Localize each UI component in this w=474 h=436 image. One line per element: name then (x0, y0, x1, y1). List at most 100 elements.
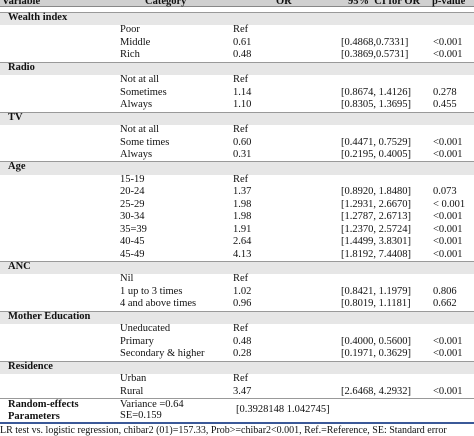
rule (0, 397, 474, 399)
cell-category: 15-19 (120, 173, 145, 185)
cell-or: 0.61 (233, 36, 252, 48)
cell-p: <0.001 (433, 385, 463, 397)
section-title: Residence (8, 360, 53, 372)
cell-p: <0.001 (433, 236, 463, 248)
cell-p: 0.073 (433, 186, 457, 198)
cell-or: 0.96 (233, 298, 252, 310)
cell-or: 0.28 (233, 348, 252, 360)
cell-p: <0.001 (433, 348, 463, 360)
section-title: Mother Education (8, 310, 91, 322)
cell-ci: [0.8920, 1.8480] (341, 186, 411, 198)
cell-category: Poor (120, 24, 140, 36)
section-bg (0, 161, 474, 175)
cell-ci: [0.2195, 0.4005] (341, 148, 411, 160)
cell-category: 1 up to 3 times (120, 285, 183, 297)
section-bg (0, 12, 474, 26)
cell-p: <0.001 (433, 248, 463, 260)
header-bg (0, 0, 474, 7)
cell-p: <0.001 (433, 335, 463, 347)
cell-ci: [0.8305, 1.3695] (341, 99, 411, 111)
cell-category: Primary (120, 335, 154, 347)
random-effects-label: Random-effects Parameters (8, 398, 79, 422)
cell-category: Rural (120, 385, 144, 397)
cell-p: 0.455 (433, 99, 457, 111)
cell-category: Rich (120, 49, 140, 61)
cell-ci: [0.3869,0.5731] (341, 49, 409, 61)
cell-or: 1.98 (233, 198, 252, 210)
cell-ci: [1.2931, 2.6670] (341, 198, 411, 210)
cell-category: Middle (120, 36, 151, 48)
cell-ci: [0.8674, 1.4126] (341, 86, 411, 98)
section-title: TV (8, 111, 23, 123)
cell-category: Not at all (120, 124, 160, 136)
cell-category: Uneducated (120, 323, 171, 335)
cell-ci: [0.8019, 1.1181] (341, 298, 411, 310)
section-bg (0, 360, 474, 375)
cell-or: 1.91 (233, 223, 252, 235)
cell-category: Always (120, 99, 153, 111)
column-header: Category (145, 0, 187, 7)
cell-category: 4 and above times (120, 298, 197, 310)
cell-p: 0.806 (433, 285, 457, 297)
footnote: LR test vs. logistic regression, chibar2… (0, 422, 474, 436)
cell-ci: [0.8421, 1.1979] (341, 285, 411, 297)
cell-or: 3.47 (233, 385, 252, 397)
random-effects-ci: [0.3928148 1.042745] (236, 403, 330, 415)
section-bg (0, 310, 474, 325)
cell-category: 45-49 (120, 248, 145, 260)
cell-or: 0.31 (233, 148, 252, 160)
cell-or: 0.48 (233, 335, 252, 347)
column-header: OR (276, 0, 292, 7)
cell-or: Ref (233, 24, 249, 36)
cell-category: Sometimes (120, 86, 167, 98)
random-effects-value: SE=0.159 (120, 409, 162, 421)
cell-ci: [0.4471, 0.7529] (341, 136, 411, 148)
cell-or: 1.98 (233, 211, 252, 223)
random-effects-value: Variance =0.64 (120, 398, 184, 410)
cell-ci: [0.4868,0.7331] (341, 36, 409, 48)
section-title: Age (8, 161, 26, 173)
cell-p: <0.001 (433, 49, 463, 61)
cell-or: 2.64 (233, 236, 252, 248)
cell-category: 35=39 (120, 223, 147, 235)
cell-or: Ref (233, 74, 249, 86)
column-header: Variable (2, 0, 41, 7)
cell-ci: [0.4000, 0.5600] (341, 335, 411, 347)
cell-or: Ref (233, 124, 249, 136)
section-bg (0, 61, 474, 76)
cell-category: 20-24 (120, 186, 145, 198)
cell-p: <0.001 (433, 223, 463, 235)
cell-or: Ref (233, 373, 249, 385)
cell-category: Nil (120, 273, 134, 285)
cell-p: <0.001 (433, 136, 463, 148)
cell-or: Ref (233, 323, 249, 335)
cell-p: <0.001 (433, 36, 463, 48)
cell-category: 30-34 (120, 211, 145, 223)
cell-category: Always (120, 148, 153, 160)
cell-ci: [1.2370, 2.5724] (341, 223, 411, 235)
cell-or: 4.13 (233, 248, 252, 260)
cell-or: 1.02 (233, 285, 252, 297)
section-bg (0, 261, 474, 275)
column-header: 95% CI for OR (348, 0, 421, 7)
section-title: Radio (8, 61, 35, 73)
section-bg (0, 111, 474, 126)
cell-p: < 0.001 (433, 198, 466, 210)
cell-or: 1.14 (233, 86, 252, 98)
cell-or: Ref (233, 173, 249, 185)
cell-category: Not at all (120, 74, 160, 86)
column-header: p-value (432, 0, 466, 7)
cell-ci: [2.6468, 4.2932] (341, 385, 411, 397)
section-title: ANC (8, 261, 31, 272)
cell-category: Secondary & higher (120, 348, 205, 360)
cell-p: 0.662 (433, 298, 457, 310)
cell-or: 0.60 (233, 136, 252, 148)
cell-or: Ref (233, 273, 249, 285)
cell-category: Some times (120, 136, 170, 148)
cell-or: 0.48 (233, 49, 252, 61)
cell-ci: [1.2787, 2.6713] (341, 211, 411, 223)
cell-ci: [0.1971, 0.3629] (341, 348, 411, 360)
cell-p: <0.001 (433, 211, 463, 223)
cell-or: 1.37 (233, 186, 252, 198)
cell-p: 0.278 (433, 86, 457, 98)
